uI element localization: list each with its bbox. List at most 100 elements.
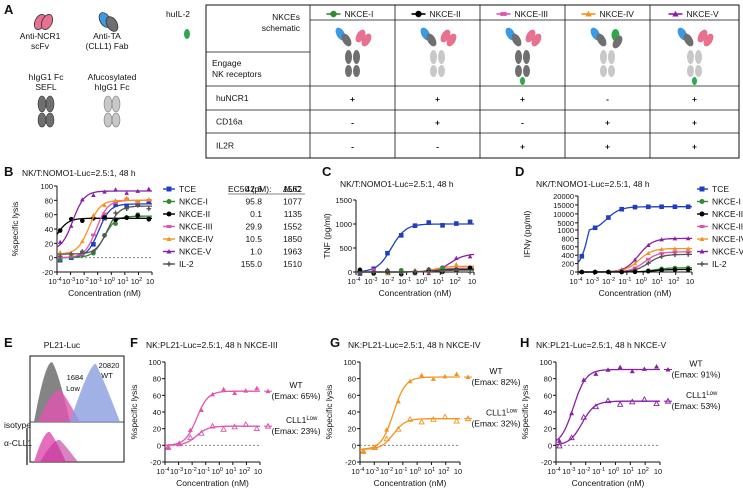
x-tick-label: 100 (212, 467, 223, 476)
x-axis-title: Concentration (nM) (374, 478, 447, 488)
table-cell-CD16a-2: - (521, 118, 524, 128)
chart-b-title: NK/T:NOMO1-Luc=2.5:1, 48 h (22, 168, 136, 178)
marker-low (641, 395, 648, 402)
hist-title: PL21-Luc (44, 340, 81, 350)
wt-value: 20820 (99, 361, 120, 370)
y-tick-label: 0 (352, 441, 356, 450)
chart-d: NK/T:NOMO1-Luc=2.5:1, 48 h02004006008001… (522, 179, 743, 298)
marker-wt (581, 377, 587, 382)
y-tick-label: 80 (45, 196, 53, 205)
isotype-label: isotype (4, 420, 31, 430)
marker-wt (407, 378, 413, 384)
fc-icon (600, 50, 607, 64)
x-tick-exp: -3 (594, 277, 599, 283)
legend-d-NKCE-I: NKCE-I (712, 197, 741, 207)
marker-wt (629, 368, 635, 374)
x-tick-label: 102 (668, 277, 679, 286)
x-tick-exp: -1 (205, 467, 210, 473)
auc-NKCE-I: 1077 (283, 197, 302, 207)
x-tick-exp: -3 (70, 277, 75, 283)
marker-NKCE-I (699, 199, 705, 204)
marker-IL-2 (371, 269, 376, 275)
ec50-header: EC50 (pM): (228, 184, 271, 194)
marker-NKCE-III (646, 257, 651, 261)
table-cell-CD16a-4: + (692, 118, 697, 128)
x-tick-exp: -3 (571, 467, 576, 473)
marker-NKCE-V (135, 188, 141, 193)
low-peak (38, 390, 80, 422)
x-tick-label: 100 (416, 277, 427, 286)
marker-NKCE-II (685, 267, 691, 272)
marker-NKCE-V (166, 249, 172, 254)
marker-wt (384, 427, 390, 432)
x-tick-label: 10 (454, 467, 462, 476)
marker-low (441, 413, 449, 420)
y-tick-label: -20 (541, 458, 552, 467)
x-tick-exp: 2 (139, 277, 142, 283)
marker-NKCE-II (357, 267, 363, 273)
marker-IL-2 (113, 210, 118, 216)
legend-b-IL-2: IL-2 (179, 259, 194, 269)
y-tick-label: 100 (148, 358, 161, 367)
marker-NKCE-II (124, 215, 129, 221)
x-tick-exp: 1 (631, 467, 634, 473)
y-axis-title: %specific lysis (520, 385, 530, 440)
marker-TCE (398, 233, 404, 238)
y-tick-label: 10000 (553, 210, 574, 219)
legend-d-NKCE-III: NKCE-III (712, 222, 743, 232)
x-tick-label: 102 (438, 467, 449, 476)
arm-icon (612, 35, 623, 49)
marker-NKCE-II (146, 216, 152, 222)
x-tick-exp: -4 (578, 277, 583, 283)
marker-low (187, 434, 194, 441)
marker-low (653, 400, 660, 407)
x-tick-label: 10-4 (48, 277, 61, 286)
marker-TCE (385, 250, 390, 256)
marker-IL-2 (385, 267, 390, 273)
marker-NKCE-V (91, 192, 96, 198)
marker-wt (454, 371, 460, 377)
marker-wt (442, 373, 448, 379)
marker-low (592, 403, 600, 410)
marker-low (242, 420, 250, 427)
y-tick-label: 100 (539, 358, 552, 367)
marker-TCE (632, 204, 638, 210)
x-tick-label: 102 (637, 467, 648, 476)
marker-TCE (672, 204, 678, 210)
x-tick-exp: -4 (556, 467, 561, 473)
fc-icon-c (687, 65, 694, 77)
table-row-huNCR1: huNCR1 (216, 93, 249, 103)
marker-NKCE-IV (685, 246, 691, 251)
legend-afuc-l2: hIgG1 Fc (95, 82, 131, 92)
x-tick-exp: -3 (374, 467, 379, 473)
marker-NKCE-I (166, 199, 172, 204)
marker-wt (605, 367, 611, 372)
marker-NKCE-III (113, 201, 118, 205)
legend-b-NKCE-III: NKCE-III (179, 222, 213, 232)
ec50-TCE: 42.6 (245, 184, 262, 194)
x-tick-label: 10 (468, 277, 476, 286)
x-tick-label: 100 (409, 467, 420, 476)
marker-TCE (124, 203, 129, 209)
auc-NKCE-III: 1552 (283, 222, 302, 232)
marker-IL-2 (398, 270, 404, 276)
x-tick-label: 101 (652, 277, 663, 286)
fc-icon-b (353, 50, 360, 64)
ec50-NKCE-III: 29.9 (245, 222, 262, 232)
fc-icon-c (345, 65, 352, 77)
x-tick-label: 10-1 (618, 277, 631, 286)
x-tick-label: 10-4 (347, 277, 360, 286)
fc-icon-d (608, 65, 615, 77)
y-tick-label: 15000 (553, 201, 574, 210)
marker-NKCE-III (699, 225, 705, 228)
wt-peak (70, 363, 120, 422)
nkce-i-molecule-icon (335, 27, 372, 77)
marker-IL-2 (91, 249, 96, 255)
fc-icon-b (695, 50, 702, 64)
marker-NKCE-III (166, 225, 172, 228)
x-tick-exp: 2 (646, 467, 649, 473)
nkce-iii-molecule-icon (505, 27, 542, 85)
marker-NKCE-IV (91, 212, 96, 218)
marker-IL-2 (166, 261, 172, 267)
marker-TCE (113, 202, 118, 207)
